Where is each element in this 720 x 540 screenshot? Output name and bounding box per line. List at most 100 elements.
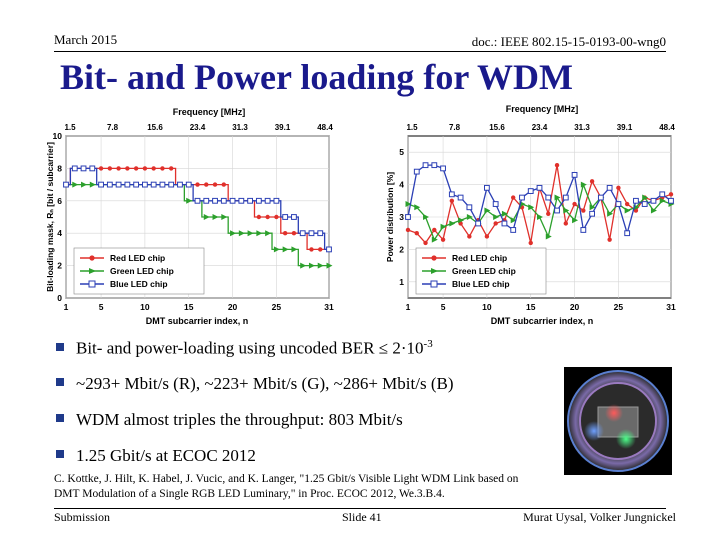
right-y-axis-label: Power distribution [%]: [385, 172, 395, 262]
x-tick-label: 20: [570, 302, 580, 312]
data-point: [457, 194, 464, 201]
data-point: [405, 214, 411, 220]
data-point: [238, 197, 245, 204]
data-point: [274, 214, 279, 220]
legend-red-marker: [89, 255, 95, 261]
data-point: [142, 181, 148, 188]
data-point: [581, 208, 586, 213]
data-point: [563, 207, 570, 214]
data-point: [405, 227, 411, 233]
data-point: [221, 182, 226, 187]
bullet-item: WDM almost triples the throughput: 803 M…: [56, 410, 403, 430]
data-point: [125, 166, 130, 171]
bit-loading-chart: Frequency [MHz] 1.5 7.8 15.6 23.4 31.3 39.1 48…: [45, 107, 334, 326]
right-top-axis-label: Frequency [MHz]: [506, 104, 579, 114]
data-point: [326, 246, 332, 253]
data-point: [186, 197, 193, 204]
data-point: [624, 201, 630, 207]
data-point: [317, 230, 324, 237]
data-point: [519, 194, 525, 201]
data-point: [572, 217, 579, 224]
data-point: [116, 166, 121, 171]
x-tick-label: 1: [406, 302, 411, 312]
data-point: [545, 233, 552, 240]
data-point: [650, 207, 657, 214]
right-x-ticks: 1 5 10 15 20 25 31: [406, 302, 676, 312]
bullet-marker: [56, 450, 64, 458]
data-point: [440, 237, 446, 242]
data-point: [195, 182, 200, 187]
right-legend-blue: Blue LED chip: [452, 279, 510, 289]
data-point: [265, 214, 270, 220]
header-date: March 2015: [54, 32, 118, 47]
header-rule: [54, 51, 666, 52]
data-point: [589, 210, 595, 217]
power-distribution-chart: Frequency [MHz] 1.5 7.8 15.6 23.4 31.3 39.1 48…: [385, 104, 676, 326]
left-legend-green: Green LED chip: [110, 266, 174, 276]
data-point: [115, 181, 122, 188]
data-point: [624, 207, 631, 214]
left-series: [63, 165, 333, 269]
data-point: [554, 194, 561, 201]
data-point: [510, 217, 517, 224]
left-top-axis-label: Frequency [MHz]: [173, 107, 246, 117]
data-point: [169, 166, 174, 171]
data-point: [668, 197, 674, 204]
data-point: [492, 201, 499, 207]
right-x-axis-label: DMT subcarrier index, n: [491, 316, 594, 326]
top-tick-label: 39.1: [617, 123, 633, 132]
y-tick-label: 2: [57, 261, 62, 271]
data-point: [572, 201, 577, 207]
data-point: [511, 195, 516, 200]
blue-chip-glow: [584, 421, 604, 441]
data-point: [80, 165, 87, 172]
data-point: [414, 231, 419, 236]
data-point: [545, 194, 552, 201]
top-tick-label: 23.4: [532, 123, 548, 132]
y-tick-label: 4: [399, 180, 404, 190]
bullet-item: ~293+ Mbit/s (R), ~223+ Mbit/s (G), ~286…: [56, 374, 453, 394]
data-point: [71, 165, 78, 172]
data-point: [423, 214, 430, 220]
data-point: [212, 197, 218, 204]
data-point: [597, 194, 604, 201]
data-point: [607, 210, 614, 217]
x-tick-label: 25: [614, 302, 624, 312]
data-point: [422, 162, 429, 169]
data-point: [510, 227, 517, 233]
data-point: [230, 230, 237, 237]
data-point: [414, 204, 421, 211]
x-tick-label: 5: [441, 302, 446, 312]
data-point: [554, 207, 560, 214]
data-point: [168, 181, 175, 188]
data-point: [493, 214, 500, 220]
data-point: [151, 166, 156, 171]
data-point: [212, 182, 218, 187]
data-point: [282, 246, 289, 253]
right-series: [405, 162, 675, 246]
series-line: [407, 165, 672, 244]
x-tick-label: 5: [99, 302, 104, 312]
data-point: [318, 247, 323, 252]
data-point: [142, 166, 148, 171]
y-tick-label: 2: [399, 244, 404, 254]
top-tick-label: 31.3: [574, 123, 590, 132]
data-point: [317, 262, 324, 269]
right-legend: Red LED chip Green LED chip Blue LED chi…: [415, 247, 547, 295]
data-point: [194, 197, 201, 204]
data-point: [150, 181, 157, 188]
data-point: [467, 234, 472, 239]
top-tick-label: 1.5: [64, 123, 76, 132]
left-x-axis-label: DMT subcarrier index, n: [146, 316, 249, 326]
data-point: [607, 237, 612, 242]
data-point: [124, 181, 131, 188]
data-point: [466, 214, 473, 220]
top-tick-label: 48.4: [659, 123, 675, 132]
data-point: [413, 168, 420, 175]
top-tick-label: 1.5: [406, 123, 418, 132]
legend-blue-marker: [88, 280, 96, 288]
bullet-marker: [56, 342, 64, 351]
data-point: [291, 214, 297, 220]
data-point: [238, 230, 245, 237]
slide-title: Bit- and Power loading for WDM: [60, 57, 574, 97]
